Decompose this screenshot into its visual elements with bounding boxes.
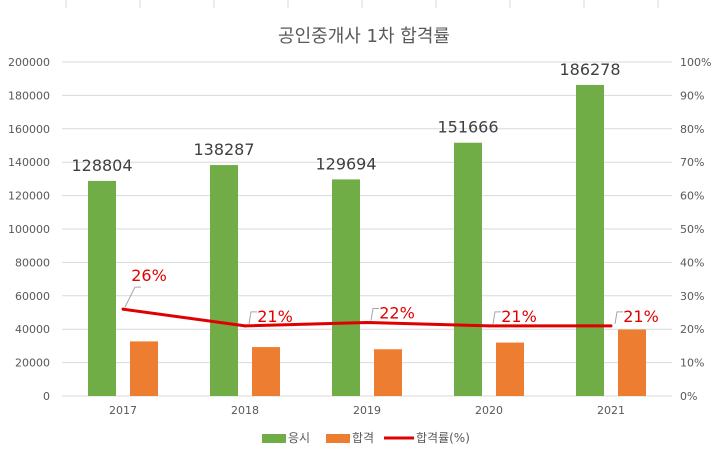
rate-value-label: 22% [379,304,415,323]
y-left-tick-label: 120000 [8,190,50,203]
bar-value-label: 151666 [437,118,498,137]
bar-value-label: 186278 [559,60,620,79]
bars [88,84,646,396]
bar-value-label: 138287 [193,140,254,159]
y-left-tick-label: 100000 [8,223,50,236]
leader-line [492,311,501,324]
line-point [609,324,613,328]
gridlines [62,61,672,397]
leader-line [614,311,623,324]
leader-line [248,311,257,324]
bar-합격 [374,349,402,396]
data-labels: 128804 138287 129694 151666 186278 26% 21% 22% 2… [71,60,658,326]
bar-value-label: 128804 [71,156,132,175]
bar-합격 [252,347,280,396]
line-point [487,324,491,328]
y-left-tick-label: 20000 [15,357,50,370]
spreadsheet-gridlines [65,0,659,8]
x-tick-label: 2017 [109,404,137,417]
line-point [121,307,125,311]
y-left-tick-label: 160000 [8,123,50,136]
y-left-tick-label: 140000 [8,156,50,169]
bar-응시 [576,84,604,396]
rate-line [121,286,623,328]
y-axis-left: 0 20000 40000 60000 80000 100000 120000 140000 1… [8,56,50,403]
legend: 응시 합격 합격률(%) [262,431,470,445]
bar-합격 [130,341,158,396]
x-tick-label: 2018 [231,404,259,417]
bar-응시 [88,180,116,396]
legend-swatch-응시 [262,434,286,443]
y-right-tick-label: 90% [680,89,704,102]
y-right-tick-label: 0% [680,390,697,403]
x-tick-label: 2021 [597,404,625,417]
chart-title: 공인중개사 1차 합격률 [278,26,450,47]
y-right-tick-label: 20% [680,323,704,336]
y-right-tick-label: 30% [680,290,704,303]
legend-label: 응시 [288,431,310,445]
line-point [365,321,369,325]
bar-응시 [454,142,482,396]
leader-line [370,308,379,321]
x-axis: 2017 2018 2019 2020 2021 [109,404,625,417]
y-left-tick-label: 200000 [8,56,50,69]
y-right-tick-label: 100% [680,56,711,69]
y-left-tick-label: 80000 [15,256,50,269]
legend-label: 합격 [352,431,374,445]
rate-value-label: 26% [131,266,167,285]
y-left-tick-label: 40000 [15,323,50,336]
rate-value-label: 21% [623,307,659,326]
rate-value-label: 21% [501,307,537,326]
bar-응시 [332,179,360,396]
y-right-tick-label: 50% [680,223,704,236]
bar-합격 [618,329,646,396]
y-axis-right: 0% 10% 20% 30% 40% 50% 60% 70% 80% 90% 100% [680,56,711,403]
bar-value-label: 129694 [315,154,376,173]
legend-label: 합격률(%) [416,431,470,445]
y-left-tick-label: 60000 [15,290,50,303]
legend-swatch-합격 [326,434,350,443]
y-right-tick-label: 40% [680,256,704,269]
x-tick-label: 2020 [475,404,503,417]
bar-응시 [210,165,238,396]
y-left-tick-label: 0 [43,390,50,403]
y-right-tick-label: 10% [680,357,704,370]
y-left-tick-label: 180000 [8,89,50,102]
rate-value-label: 21% [257,307,293,326]
y-right-tick-label: 70% [680,156,704,169]
line-point [243,324,247,328]
y-right-tick-label: 80% [680,123,704,136]
y-right-tick-label: 60% [680,190,704,203]
leader-line [124,286,141,308]
x-tick-label: 2019 [353,404,381,417]
bar-합격 [496,342,524,396]
